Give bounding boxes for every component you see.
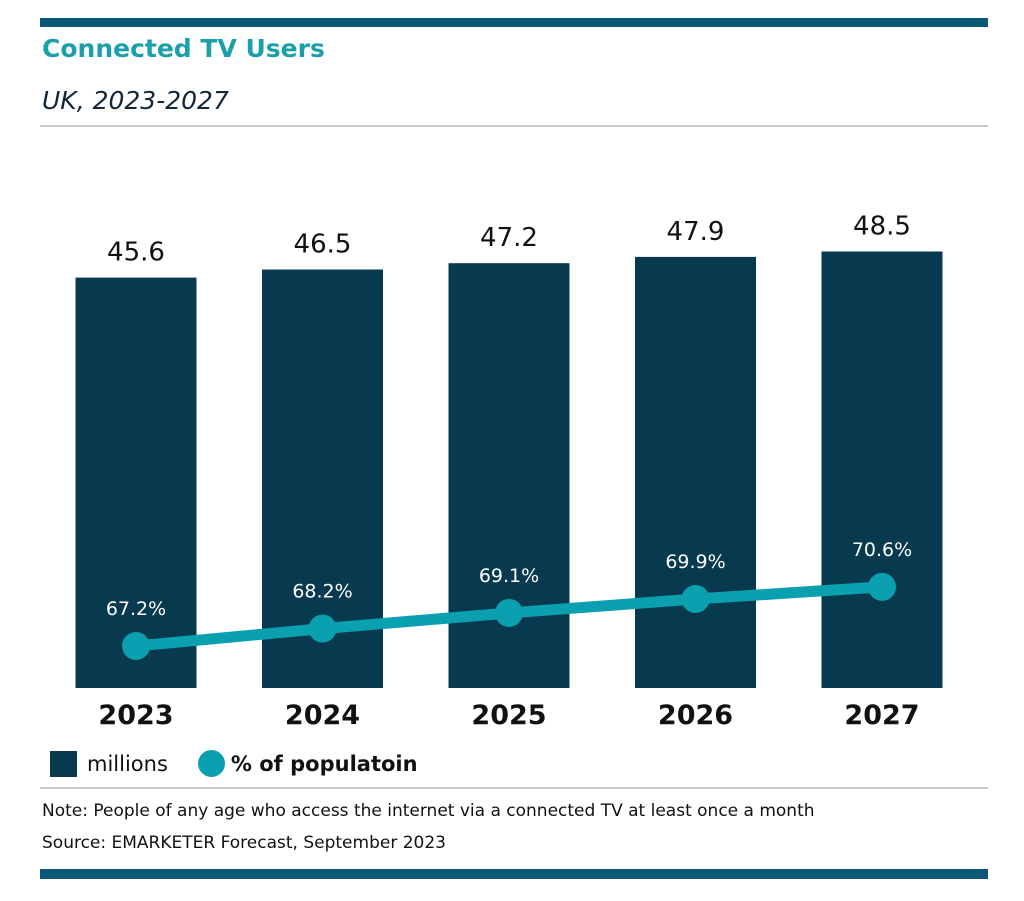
bar-value-label: 48.5: [853, 212, 911, 242]
top-accent-bar: [40, 18, 988, 27]
bar-value-label: 47.9: [667, 217, 725, 247]
bar-2023: [75, 277, 197, 688]
bar-value-label: 45.6: [107, 238, 165, 268]
legend-label-line: % of populatoin: [230, 751, 418, 776]
title-divider: [40, 125, 988, 127]
line-point-2027: [868, 572, 896, 601]
x-tick-label: 2027: [844, 700, 919, 731]
bar-2026: [635, 256, 756, 688]
source-text: Source: EMARKETER Forecast, September 20…: [42, 833, 446, 853]
bar-value-label: 47.2: [480, 223, 538, 253]
chart-title: Connected TV Users: [42, 34, 325, 63]
chart-subtitle: UK, 2023-2027: [42, 86, 229, 115]
legend-swatch-line: [197, 750, 225, 777]
legend-label-bars: millions: [87, 751, 168, 776]
bar-2027: [821, 251, 943, 688]
line-point-2026: [681, 585, 710, 614]
x-tick-label: 2023: [98, 700, 173, 731]
line-value-label: 68.2%: [292, 581, 352, 603]
bar-value-label: 46.5: [294, 230, 352, 260]
line-value-label: 69.1%: [479, 565, 539, 587]
x-tick-label: 2024: [285, 700, 360, 731]
note-text: Note: People of any age who access the i…: [42, 801, 815, 821]
line-value-label: 70.6%: [852, 539, 912, 561]
x-tick-label: 2026: [658, 700, 733, 731]
bottom-accent-bar: [40, 869, 988, 879]
line-point-2024: [308, 614, 337, 643]
legend: millions % of populatoin: [50, 750, 418, 777]
legend-divider: [40, 787, 988, 789]
legend-swatch-bars: [50, 750, 77, 777]
line-point-2025: [495, 598, 523, 627]
line-point-2023: [122, 632, 150, 660]
line-value-label: 67.2%: [106, 598, 166, 620]
x-tick-label: 2025: [471, 700, 546, 731]
line-value-label: 69.9%: [665, 551, 725, 573]
